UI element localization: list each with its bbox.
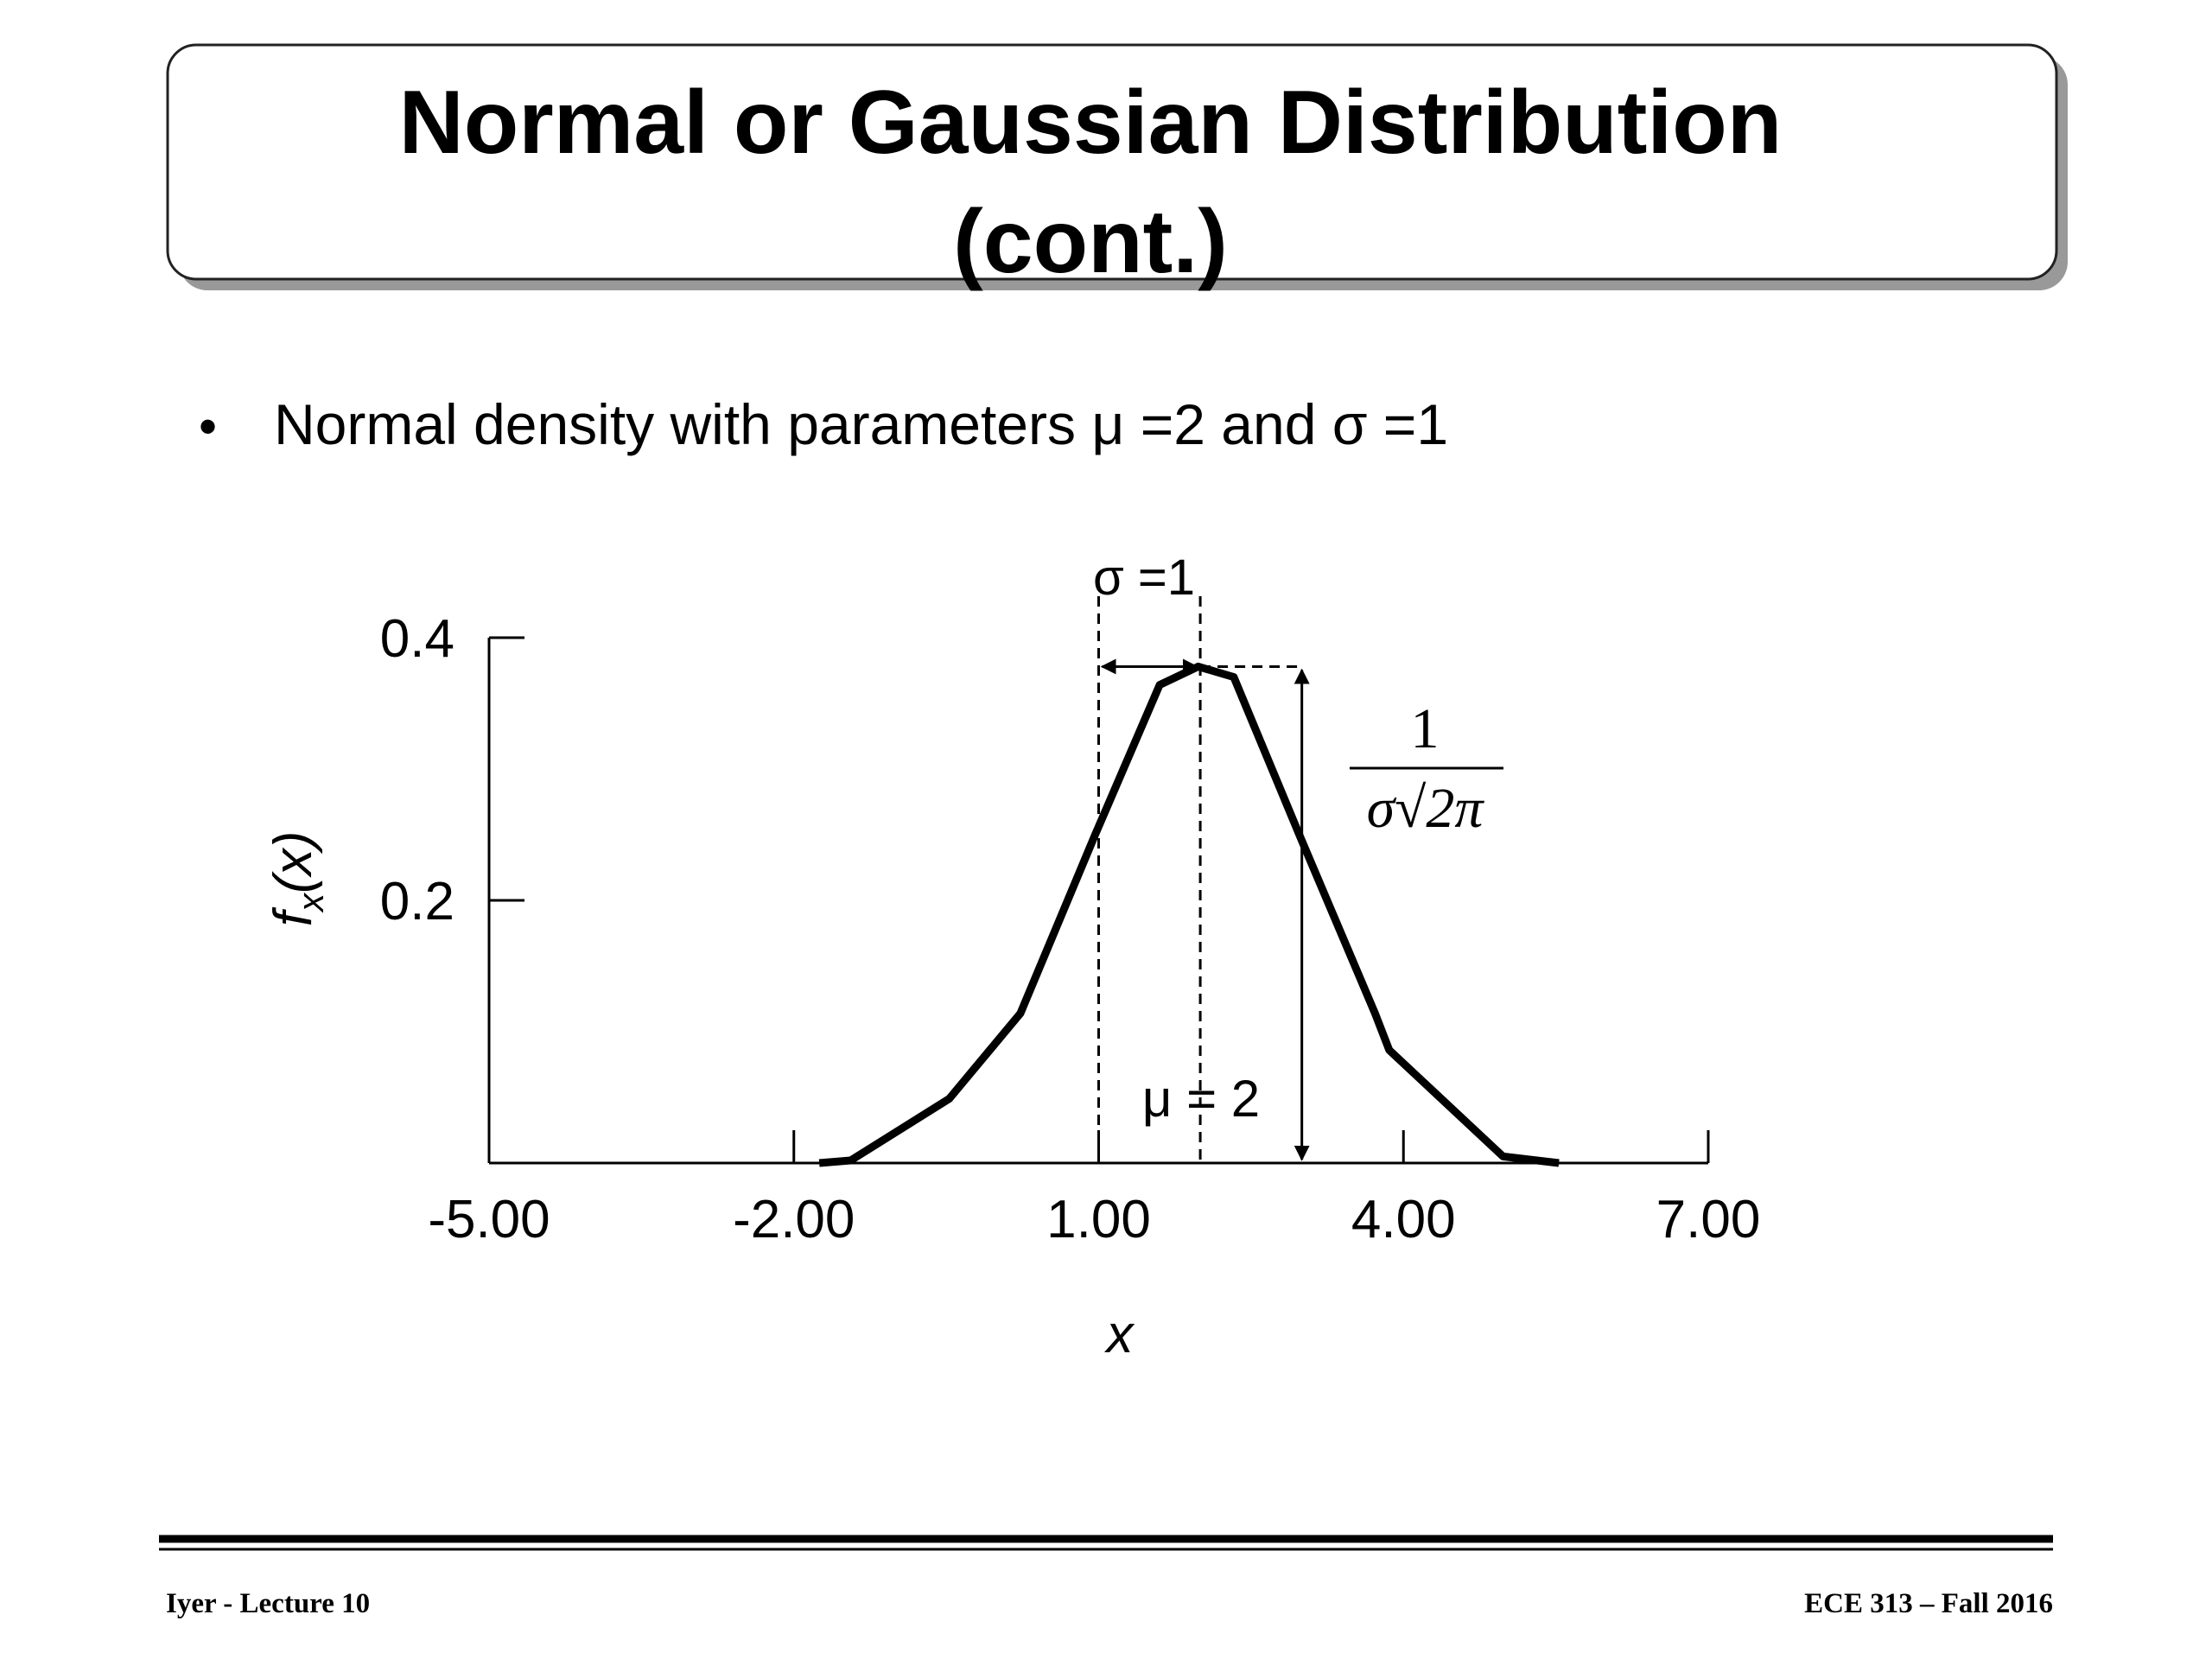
bullet-marker: • bbox=[199, 397, 217, 455]
x-tick-label: 4.00 bbox=[1351, 1190, 1456, 1249]
y-axis-label: fx(x) bbox=[264, 831, 331, 927]
title-box bbox=[166, 43, 2058, 281]
bullet-text: Normal density with parameters μ =2 and … bbox=[274, 392, 1448, 456]
mu-label: μ = 2 bbox=[1142, 1070, 1260, 1128]
formula-denominator: σ√2π bbox=[1367, 777, 1485, 840]
formula-numerator: 1 bbox=[1411, 697, 1440, 760]
x-tick-label: -5.00 bbox=[428, 1190, 550, 1249]
density-curve bbox=[818, 662, 1560, 1167]
title-line: (cont.) bbox=[953, 192, 1228, 292]
y-tick-label: 0.4 bbox=[380, 609, 454, 669]
y-tick-label: 0.2 bbox=[380, 872, 454, 931]
footer-left: Iyer - Lecture 10 bbox=[166, 1588, 370, 1619]
x-tick-label: -2.00 bbox=[733, 1190, 855, 1249]
y-axis-label-part: x bbox=[290, 892, 331, 913]
sigma-label: σ =1 bbox=[1093, 550, 1195, 606]
footer-right: ECE 313 – Fall 2016 bbox=[1804, 1588, 2053, 1619]
x-axis-label: x bbox=[1104, 1305, 1135, 1364]
title-line: Normal or Gaussian Distribution bbox=[399, 73, 1783, 173]
x-tick-label: 7.00 bbox=[1656, 1190, 1761, 1249]
x-tick-label: 1.00 bbox=[1046, 1190, 1151, 1249]
y-axis-label-part: (x) bbox=[264, 831, 323, 893]
